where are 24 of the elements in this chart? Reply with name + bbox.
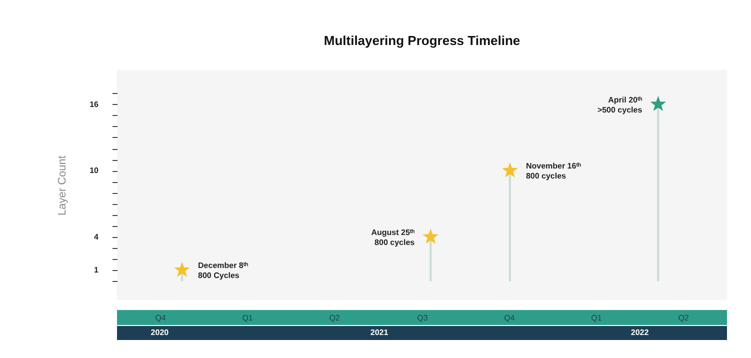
y-tick-label: 1 bbox=[94, 266, 100, 275]
x-tick-label: Q3 bbox=[417, 314, 428, 322]
x-tick-label: Q2 bbox=[329, 314, 340, 322]
point bbox=[502, 162, 518, 178]
x-tick-label: Q4 bbox=[504, 314, 516, 322]
point bbox=[422, 228, 439, 244]
text: 2022 bbox=[630, 328, 650, 337]
chart-title: Multilayering Progress Timeline bbox=[324, 33, 520, 48]
annotation: December 8ᵗʰ 800 Cycles bbox=[198, 261, 248, 280]
annotation: April 20ᵗʰ >500 cycles bbox=[597, 95, 643, 114]
x-tick-label: Q1 bbox=[242, 314, 254, 322]
text: 2020 bbox=[150, 328, 170, 337]
y-tick-label: 16 bbox=[90, 100, 100, 109]
text: 2021 bbox=[370, 328, 389, 337]
point bbox=[650, 96, 666, 112]
x-tick-label: Q4 bbox=[155, 314, 166, 322]
x-tick-label: Q2 bbox=[678, 314, 690, 322]
annotation: August 25ᵗʰ 800 cycles bbox=[371, 228, 416, 247]
y-tick-label: 4 bbox=[94, 232, 100, 242]
x-tick-label: Q1 bbox=[591, 314, 602, 322]
y-tick-label: 10 bbox=[90, 166, 100, 176]
point bbox=[174, 262, 190, 277]
y-axis-title: Layer Count bbox=[56, 156, 69, 216]
annotation: November 16ᵗʰ 800 cycles bbox=[526, 162, 581, 181]
